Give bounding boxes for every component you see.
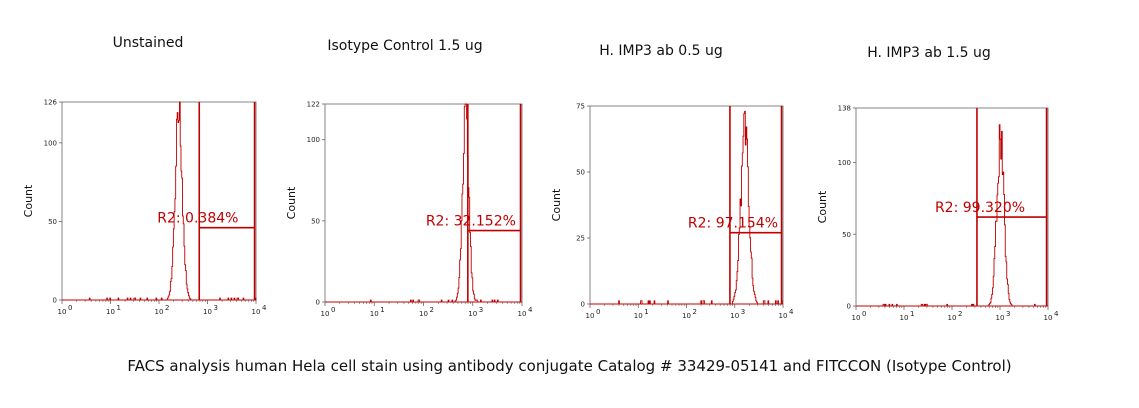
y-tick-label: 0 (316, 299, 320, 307)
x-tick-label: 10 (321, 310, 330, 318)
x-tick-exponent: 1 (644, 308, 648, 316)
x-tick-label: 10 (1044, 314, 1053, 322)
figure-caption: FACS analysis human Hela cell stain usin… (127, 357, 1012, 375)
x-tick-exponent: 0 (596, 308, 600, 316)
histogram-series (325, 103, 522, 303)
x-tick-exponent: 3 (741, 308, 745, 316)
x-tick-exponent: 2 (430, 306, 434, 314)
y-axis-label: Count (550, 188, 563, 221)
y-tick-label: 75 (576, 103, 585, 111)
y-tick-label: 0 (581, 301, 585, 309)
x-tick-exponent: 3 (1006, 310, 1010, 318)
histogram-series (62, 101, 257, 301)
facs-panel-imp3-1-5: H. IMP3 ab 1.5 ug Count 0 50 100 138 10 0 10 1 10 2… (812, 0, 1092, 340)
x-tick-exponent: 0 (68, 304, 72, 312)
y-tick-label: 100 (838, 159, 851, 167)
y-tick-label: 50 (48, 218, 57, 226)
x-tick-label: 10 (518, 310, 527, 318)
x-tick-label: 10 (252, 308, 261, 316)
plot-frame (589, 105, 784, 305)
x-tick-label: 10 (779, 312, 788, 320)
chart-title: H. IMP3 ab 0.5 ug (599, 43, 723, 59)
y-tick-label: 50 (576, 169, 585, 177)
x-tick-exponent: 4 (262, 304, 267, 312)
histogram-series (856, 124, 1048, 307)
y-axis-label: Count (816, 190, 829, 223)
x-tick-label: 10 (996, 314, 1005, 322)
x-tick-label: 10 (900, 314, 909, 322)
y-axis-label: Count (285, 186, 298, 219)
x-tick-exponent: 2 (165, 304, 169, 312)
x-tick-label: 10 (586, 312, 595, 320)
facs-panel-isotype: Isotype Control 1.5 ug Count 0 50 100 122 10 0 1… (285, 0, 565, 340)
x-tick-label: 10 (155, 308, 164, 316)
gate-percent-label: R2: 99.320% (935, 200, 1025, 216)
gate-percent-label: R2: 0.384% (157, 211, 238, 227)
x-tick-label: 10 (730, 312, 739, 320)
plot-frame (324, 103, 523, 303)
histogram-series (590, 110, 783, 305)
x-tick-label: 10 (419, 310, 428, 318)
chart-title: Unstained (113, 35, 184, 51)
x-tick-label: 10 (58, 308, 67, 316)
y-tick-label: 138 (838, 105, 851, 113)
y-tick-label: 0 (53, 297, 57, 305)
facs-panel-imp3-0-5: H. IMP3 ab 0.5 ug Count 0 25 50 75 10 0 10 1 10 2 10… (548, 0, 828, 340)
x-tick-exponent: 0 (331, 306, 335, 314)
x-tick-exponent: 4 (1054, 310, 1059, 318)
chart-title: H. IMP3 ab 1.5 ug (867, 45, 991, 61)
x-tick-exponent: 2 (958, 310, 962, 318)
x-tick-label: 10 (852, 314, 861, 322)
y-tick-label: 126 (44, 99, 58, 107)
gate-percent-label: R2: 97.154% (688, 216, 778, 232)
x-tick-label: 10 (203, 308, 212, 316)
x-tick-exponent: 4 (789, 308, 794, 316)
x-tick-exponent: 0 (862, 310, 866, 318)
gate-percent-label: R2: 32.152% (426, 214, 516, 230)
x-tick-label: 10 (634, 312, 643, 320)
y-tick-label: 0 (847, 303, 851, 311)
x-tick-label: 10 (682, 312, 691, 320)
x-tick-label: 10 (948, 314, 957, 322)
y-tick-label: 122 (307, 101, 320, 109)
x-tick-exponent: 4 (528, 306, 533, 314)
x-tick-label: 10 (468, 310, 477, 318)
plot-frame (61, 101, 257, 301)
x-tick-exponent: 1 (117, 304, 121, 312)
x-tick-exponent: 3 (479, 306, 483, 314)
x-tick-exponent: 1 (380, 306, 384, 314)
x-tick-label: 10 (370, 310, 379, 318)
y-axis-label: Count (22, 184, 35, 217)
x-tick-exponent: 3 (214, 304, 218, 312)
y-tick-label: 50 (311, 217, 320, 225)
y-tick-label: 100 (44, 139, 57, 147)
x-tick-exponent: 2 (693, 308, 697, 316)
y-tick-label: 100 (307, 136, 320, 144)
y-tick-label: 50 (842, 231, 851, 239)
chart-title: Isotype Control 1.5 ug (327, 38, 482, 54)
x-tick-label: 10 (106, 308, 115, 316)
x-tick-exponent: 1 (910, 310, 914, 318)
y-tick-label: 25 (576, 235, 585, 243)
facs-panel-unstained: Unstained Count 0 50 100 126 10 0 10 1 10 2 10 3 10 4 R2… (20, 0, 290, 340)
